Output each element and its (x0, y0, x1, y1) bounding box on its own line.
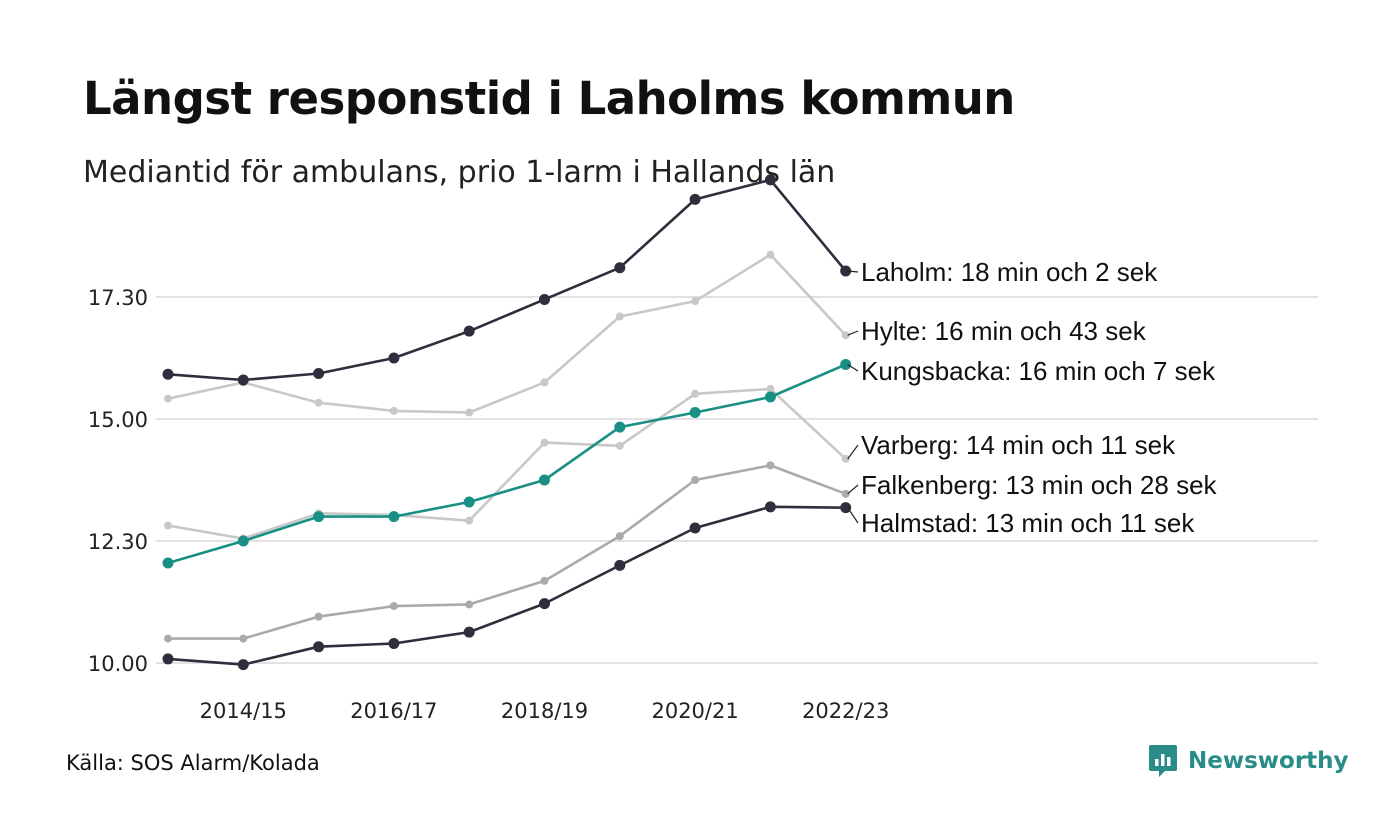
data-point-laholm (463, 325, 475, 337)
x-tick-label: 2018/19 (501, 699, 588, 723)
series-line-hylte (166, 253, 848, 414)
series-line-halmstad (166, 505, 848, 666)
data-point-laholm (313, 367, 325, 379)
data-point-falkenberg (766, 461, 775, 470)
data-point-laholm (539, 293, 550, 305)
data-point-laholm (840, 265, 852, 277)
data-point-hylte (164, 394, 172, 403)
data-point-varberg (164, 521, 172, 530)
data-point-varberg (841, 454, 850, 463)
label-leader-line (847, 363, 859, 372)
x-axis-ticks: 2014/15 2016/17 2018/19 2020/21 2022/23 (200, 699, 890, 723)
y-axis-ticks: 10.00 12.30 15.00 17.30 (88, 286, 148, 676)
data-point-kungsbacka (162, 557, 174, 569)
x-tick-label: 2016/17 (350, 699, 437, 723)
data-point-hylte (314, 398, 323, 407)
label-leader-line (847, 444, 859, 460)
data-point-halmstad (162, 653, 174, 665)
data-point-hylte (841, 331, 850, 340)
data-point-varberg (615, 441, 624, 450)
y-tick-label: 12.30 (88, 530, 148, 554)
series-line-laholm (166, 178, 848, 382)
data-point-halmstad (388, 637, 400, 649)
data-point-kungsbacka (313, 511, 325, 523)
data-point-varberg (465, 516, 474, 525)
data-point-varberg (766, 384, 775, 393)
x-tick-label: 2014/15 (200, 699, 287, 723)
gridlines (156, 296, 1318, 664)
series-label-falkenberg: Falkenberg: 13 min och 28 sek (861, 470, 1218, 500)
data-point-hylte (691, 297, 700, 306)
data-point-hylte (766, 250, 775, 259)
series-labels: Laholm: 18 min och 2 sek Hylte: 16 min oc… (847, 257, 1218, 538)
x-tick-label: 2022/23 (802, 699, 889, 723)
data-point-laholm (764, 174, 776, 186)
data-point-falkenberg (540, 576, 549, 585)
brand-logo: Newsworthy (1148, 744, 1349, 778)
series-lines (162, 174, 852, 671)
series-label-kungsbacka: Kungsbacka: 16 min och 7 sek (861, 356, 1216, 386)
data-point-kungsbacka (463, 496, 475, 508)
data-point-falkenberg (389, 602, 398, 611)
x-tick-label: 2020/21 (651, 699, 738, 723)
data-point-halmstad (689, 522, 701, 534)
source-note: Källa: SOS Alarm/Kolada (66, 751, 320, 775)
y-tick-label: 15.00 (88, 408, 148, 432)
data-point-kungsbacka (539, 474, 550, 486)
data-point-hylte (465, 408, 474, 417)
y-tick-label: 17.30 (88, 286, 148, 310)
data-point-halmstad (463, 626, 475, 638)
data-point-falkenberg (239, 634, 248, 643)
label-leader-line (847, 270, 859, 273)
series-line-varberg (166, 387, 848, 540)
data-point-varberg (691, 389, 700, 398)
data-point-varberg (540, 438, 549, 447)
label-leader-line (847, 507, 859, 524)
label-leader-line (847, 484, 859, 495)
data-point-falkenberg (314, 612, 323, 621)
series-label-hylte: Hylte: 16 min och 43 sek (861, 316, 1147, 346)
data-point-halmstad (539, 598, 550, 610)
data-point-halmstad (237, 659, 249, 671)
data-point-hylte (615, 312, 624, 321)
y-tick-label: 10.00 (88, 652, 148, 676)
chart-title: Längst responstid i Laholms kommun (83, 72, 1015, 125)
series-line-kungsbacka (166, 363, 848, 565)
data-point-hylte (389, 406, 398, 415)
series-line-falkenberg (166, 464, 848, 640)
data-point-kungsbacka (840, 359, 852, 371)
series-label-halmstad: Halmstad: 13 min och 11 sek (861, 508, 1195, 538)
data-point-laholm (614, 262, 626, 274)
data-point-halmstad (313, 641, 325, 653)
data-point-falkenberg (615, 532, 624, 541)
brand-name: Newsworthy (1188, 748, 1349, 774)
data-point-kungsbacka (764, 391, 776, 403)
label-leader-line (847, 330, 859, 336)
data-point-kungsbacka (689, 406, 701, 418)
data-point-laholm (237, 374, 249, 386)
data-point-halmstad (614, 559, 626, 571)
data-point-falkenberg (465, 600, 474, 609)
data-point-falkenberg (841, 489, 850, 498)
data-point-halmstad (840, 502, 852, 514)
data-point-kungsbacka (614, 421, 626, 433)
data-point-laholm (689, 193, 701, 205)
data-point-hylte (540, 378, 549, 387)
newsworthy-chart-bubble-icon (1149, 745, 1177, 777)
data-point-kungsbacka (237, 535, 249, 547)
series-label-laholm: Laholm: 18 min och 2 sek (861, 257, 1158, 287)
data-point-kungsbacka (388, 511, 400, 523)
data-point-halmstad (764, 501, 776, 513)
data-point-laholm (162, 368, 174, 380)
data-point-falkenberg (164, 634, 172, 643)
data-point-laholm (388, 352, 400, 364)
series-label-varberg: Varberg: 14 min och 11 sek (861, 430, 1176, 460)
data-point-falkenberg (691, 476, 700, 484)
chart-subtitle: Mediantid för ambulans, prio 1-larm i Ha… (83, 155, 836, 190)
